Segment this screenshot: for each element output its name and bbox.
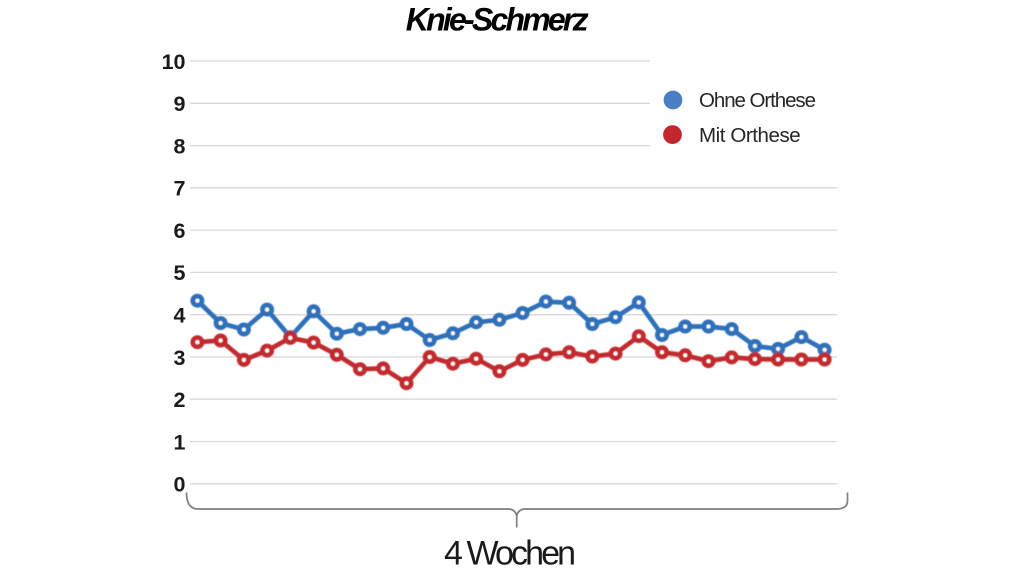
svg-text:Mit Orthese: Mit Orthese [699, 124, 801, 147]
svg-text:5: 5 [174, 261, 186, 285]
svg-text:1: 1 [174, 430, 186, 454]
svg-text:4 Wochen: 4 Wochen [444, 535, 576, 573]
svg-text:8: 8 [174, 134, 186, 158]
svg-text:Knie-Schmerz: Knie-Schmerz [406, 2, 589, 38]
svg-text:0: 0 [174, 473, 186, 497]
svg-text:4: 4 [174, 304, 186, 328]
svg-text:3: 3 [174, 346, 186, 370]
svg-text:7: 7 [174, 177, 186, 201]
svg-text:9: 9 [174, 92, 186, 116]
svg-text:6: 6 [174, 219, 186, 243]
svg-text:10: 10 [162, 50, 186, 74]
svg-text:Ohne Orthese: Ohne Orthese [699, 89, 816, 112]
svg-text:2: 2 [174, 388, 186, 412]
